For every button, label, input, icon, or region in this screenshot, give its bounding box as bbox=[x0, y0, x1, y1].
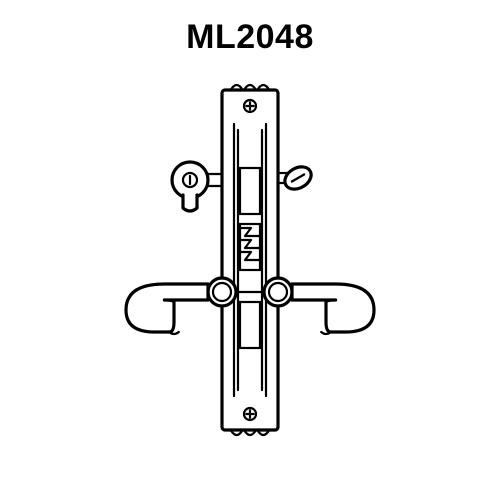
mortise-lock-diagram bbox=[0, 0, 500, 500]
figure-container: ML2048 bbox=[0, 0, 500, 500]
